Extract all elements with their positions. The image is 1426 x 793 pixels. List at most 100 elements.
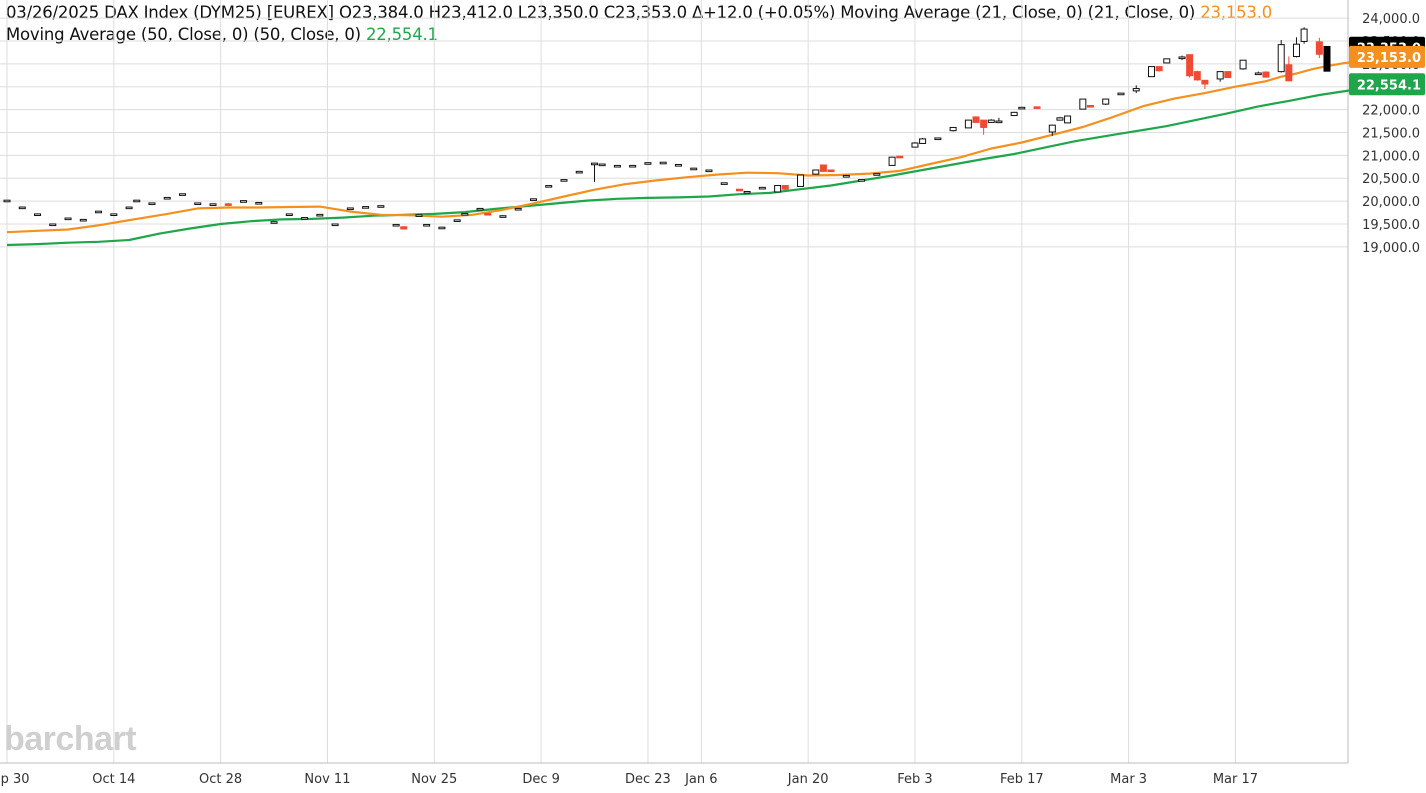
candle-body[interactable]	[629, 164, 637, 168]
candle-body[interactable]	[125, 206, 133, 210]
candle-body[interactable]	[392, 223, 400, 227]
candle-body[interactable]	[774, 185, 782, 193]
candle-body[interactable]	[1132, 88, 1140, 92]
candle-body[interactable]	[224, 203, 232, 206]
candle-body[interactable]	[1315, 41, 1323, 55]
candle-body[interactable]	[674, 164, 682, 167]
candle-body[interactable]	[461, 212, 469, 216]
candle-body[interactable]	[1262, 71, 1270, 78]
candle-body[interactable]	[18, 206, 26, 210]
candle-body[interactable]	[95, 210, 103, 214]
candle-body[interactable]	[79, 218, 87, 222]
candle-body[interactable]	[49, 223, 57, 227]
candle-body[interactable]	[842, 174, 850, 178]
candle-body[interactable]	[1018, 106, 1026, 110]
candle-body[interactable]	[1086, 104, 1094, 108]
candle-body[interactable]	[896, 155, 904, 159]
candle-body[interactable]	[499, 215, 507, 218]
candle-body[interactable]	[194, 202, 202, 206]
candle-body[interactable]	[1216, 71, 1224, 80]
candle-body[interactable]	[362, 206, 370, 209]
candle-body[interactable]	[598, 163, 606, 167]
candle-body[interactable]	[758, 186, 766, 190]
candle-body[interactable]	[346, 207, 354, 211]
candle-body[interactable]	[1254, 72, 1262, 76]
candle-body[interactable]	[1079, 98, 1087, 110]
candle-body[interactable]	[1056, 117, 1064, 121]
candle-body[interactable]	[1186, 54, 1194, 77]
candle-body[interactable]	[1285, 64, 1293, 82]
candle-body[interactable]	[613, 164, 621, 168]
candle-body[interactable]	[1117, 92, 1125, 96]
candle-body[interactable]	[1064, 115, 1072, 124]
candle-body[interactable]	[980, 119, 988, 128]
candle-body[interactable]	[1300, 28, 1308, 42]
candle-body[interactable]	[819, 164, 827, 172]
candle-body[interactable]	[476, 207, 484, 211]
candle-body[interactable]	[1193, 71, 1201, 81]
candle-body[interactable]	[1178, 56, 1186, 60]
candle-body[interactable]	[1048, 124, 1056, 133]
candle-body[interactable]	[1323, 45, 1331, 72]
candle-body[interactable]	[34, 213, 42, 217]
candle-body[interactable]	[1292, 43, 1300, 58]
ma50-label[interactable]: Moving Average (50, Close, 0) (50, Close…	[6, 25, 361, 44]
candle-body[interactable]	[743, 190, 751, 194]
candle-body[interactable]	[1010, 111, 1018, 117]
candle-body[interactable]	[1239, 59, 1247, 70]
candle-body[interactable]	[560, 179, 568, 182]
candle-body[interactable]	[514, 207, 522, 211]
candle-body[interactable]	[331, 223, 339, 227]
candle-body[interactable]	[873, 173, 881, 176]
candle-body[interactable]	[178, 193, 186, 196]
candle-body[interactable]	[934, 137, 942, 141]
candle-body[interactable]	[545, 185, 553, 188]
candle-body[interactable]	[209, 203, 217, 206]
candle-body[interactable]	[415, 214, 423, 217]
candle-body[interactable]	[659, 161, 667, 165]
candle-body[interactable]	[400, 226, 408, 230]
candle-body[interactable]	[270, 221, 278, 224]
candle-body[interactable]	[858, 179, 866, 182]
candle-body[interactable]	[64, 217, 72, 221]
candle-body[interactable]	[781, 185, 789, 190]
candle-body[interactable]	[240, 200, 248, 203]
candle-body[interactable]	[1224, 71, 1232, 79]
candle-body[interactable]	[453, 219, 461, 222]
candle-body[interactable]	[148, 202, 156, 206]
candle-body[interactable]	[888, 156, 896, 166]
candle-body[interactable]	[1201, 79, 1209, 85]
candle-body[interactable]	[705, 169, 713, 173]
candle-body[interactable]	[484, 212, 492, 216]
candle-body[interactable]	[995, 120, 1003, 124]
candle-body[interactable]	[735, 188, 743, 192]
candle-body[interactable]	[797, 174, 805, 187]
candle-body[interactable]	[949, 126, 957, 132]
candle-body[interactable]	[964, 119, 972, 129]
candle-body[interactable]	[972, 116, 980, 123]
candle-body[interactable]	[919, 138, 927, 144]
candle-body[interactable]	[644, 162, 652, 165]
candle-body[interactable]	[827, 169, 835, 173]
candle-body[interactable]	[1155, 66, 1163, 72]
candle-body[interactable]	[423, 223, 431, 227]
candle-body[interactable]	[575, 170, 583, 174]
candle-body[interactable]	[438, 226, 446, 230]
candle-body[interactable]	[163, 196, 171, 200]
candle-body[interactable]	[911, 142, 919, 148]
candle-body[interactable]	[316, 213, 324, 217]
candle-body[interactable]	[591, 162, 599, 166]
candle-body[interactable]	[301, 217, 309, 220]
candle-body[interactable]	[255, 201, 263, 205]
candle-body[interactable]	[1102, 98, 1110, 105]
candle-body[interactable]	[690, 167, 698, 171]
candle-body[interactable]	[285, 213, 293, 217]
candle-body[interactable]	[110, 213, 118, 217]
candle-body[interactable]	[1033, 106, 1041, 109]
candle-body[interactable]	[1148, 66, 1155, 78]
candle-body[interactable]	[1163, 58, 1171, 64]
candle-body[interactable]	[377, 205, 385, 208]
candle-body[interactable]	[529, 198, 537, 201]
candle-body[interactable]	[3, 199, 11, 203]
